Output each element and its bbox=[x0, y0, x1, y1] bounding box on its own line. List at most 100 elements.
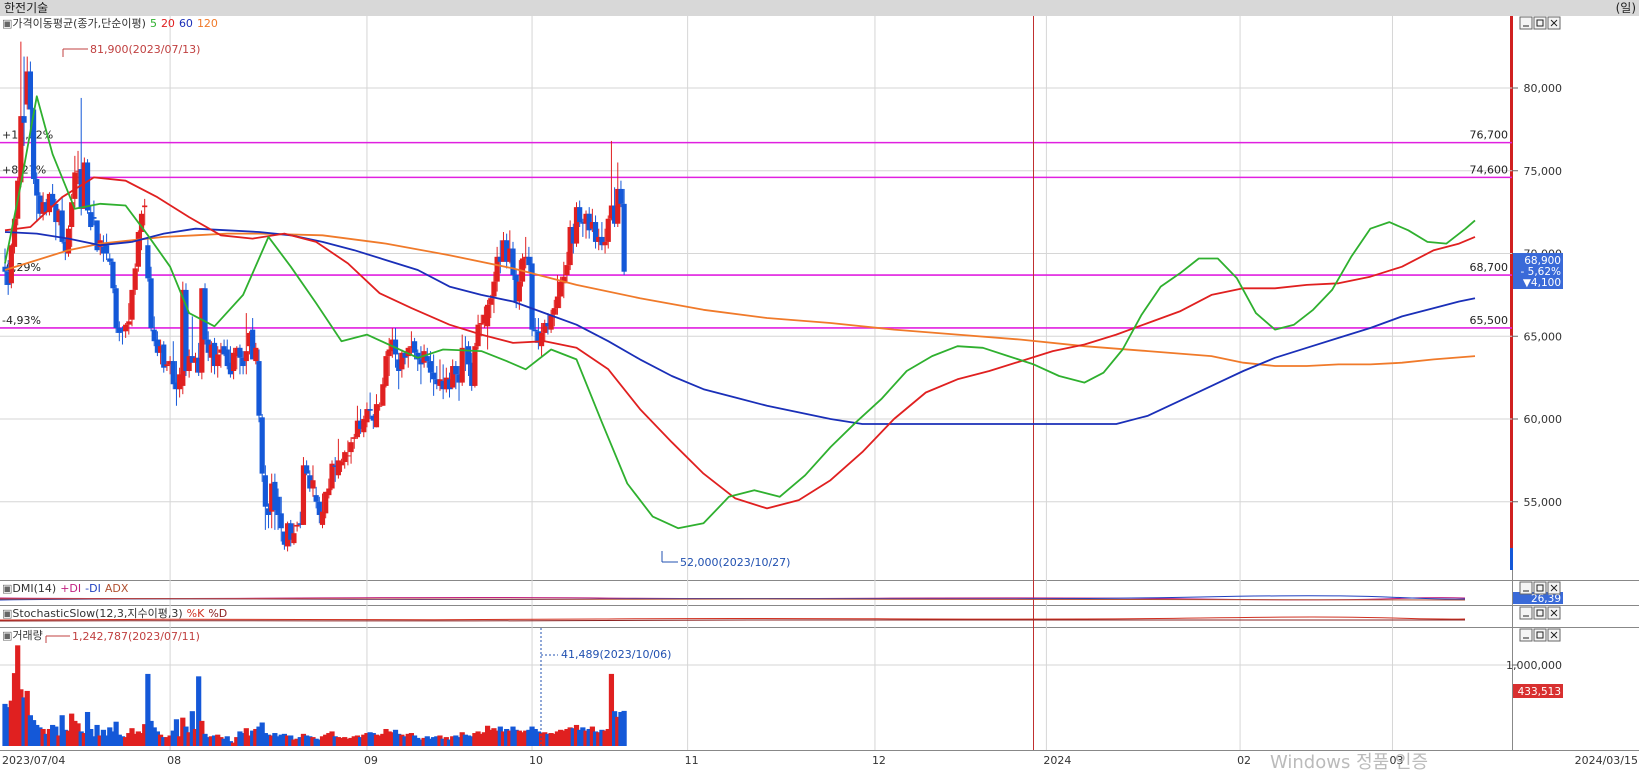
stoch-panel-close-button[interactable] bbox=[1547, 606, 1561, 620]
volume-bar bbox=[608, 673, 615, 746]
volume-bar bbox=[415, 737, 421, 746]
volume-bar bbox=[389, 732, 395, 746]
volume-bar bbox=[326, 733, 332, 746]
candle-body bbox=[472, 346, 478, 386]
candle-body bbox=[173, 382, 180, 390]
x-axis-ticks: 2023/07/04 08 09 10 11 12 2024 02 03 2024/03/15 bbox=[2, 754, 1638, 767]
volume-bar bbox=[364, 733, 370, 746]
candle-body bbox=[608, 205, 615, 219]
dmi-panel-close-button[interactable] bbox=[1547, 581, 1561, 595]
candle-body bbox=[450, 366, 456, 388]
volume-bar bbox=[453, 735, 459, 746]
volume-bar bbox=[157, 734, 164, 746]
volume-bar bbox=[46, 728, 53, 746]
stoch-panel-max-button[interactable] bbox=[1533, 606, 1547, 620]
volume-bar bbox=[589, 726, 595, 746]
candle-body bbox=[243, 351, 249, 362]
candle-body bbox=[37, 195, 43, 214]
volume-bar bbox=[218, 737, 224, 746]
volume-bar bbox=[538, 733, 545, 746]
candle-body bbox=[59, 210, 65, 242]
dmi-min-button-frame[interactable] bbox=[1519, 581, 1533, 595]
volume-panel-max-button[interactable] bbox=[1533, 628, 1547, 642]
candle-body bbox=[246, 332, 253, 347]
volume-bar bbox=[189, 711, 195, 746]
volume-bar bbox=[119, 736, 126, 746]
volume-bar bbox=[440, 738, 446, 746]
volume-bar bbox=[161, 737, 167, 746]
volume-min-button-frame[interactable] bbox=[1519, 628, 1533, 642]
volume-bar bbox=[342, 737, 348, 746]
price-panel-min-button[interactable] bbox=[1519, 16, 1533, 30]
candle-body bbox=[196, 357, 202, 373]
volume-bar bbox=[485, 725, 491, 746]
candle-body bbox=[542, 323, 548, 333]
dmi-lines bbox=[0, 595, 1466, 601]
price-panel-max-button[interactable] bbox=[1533, 16, 1547, 30]
volume-panel-min-button[interactable] bbox=[1519, 628, 1533, 642]
volume-max-button-frame[interactable] bbox=[1533, 628, 1547, 642]
candle-body bbox=[319, 511, 326, 525]
volume-bar bbox=[129, 728, 135, 746]
volume-bar bbox=[284, 735, 291, 746]
volume-bar bbox=[256, 726, 262, 746]
dmi-max-button-frame[interactable] bbox=[1533, 581, 1547, 595]
candle-body bbox=[110, 261, 116, 289]
candle-body bbox=[202, 288, 208, 340]
volume-bar bbox=[354, 735, 361, 746]
volume-high-annotation-text: 1,242,787(2023/07/11) bbox=[72, 630, 200, 643]
volume-bar bbox=[516, 730, 522, 746]
volume-bar bbox=[599, 729, 605, 746]
volume-bar bbox=[100, 729, 107, 746]
price-min-button-frame[interactable] bbox=[1519, 16, 1533, 30]
volume-legend-label: 거래량 bbox=[12, 629, 42, 642]
dmi-panel-min-button[interactable] bbox=[1519, 581, 1533, 595]
volume-bar bbox=[332, 736, 338, 746]
ma5-legend: 5 bbox=[150, 17, 157, 30]
volume-bar bbox=[11, 673, 18, 746]
volume-bar bbox=[431, 737, 437, 746]
candle-body bbox=[199, 288, 205, 373]
volume-bar bbox=[612, 711, 618, 746]
volume-bar bbox=[399, 734, 405, 746]
candle-body bbox=[18, 116, 24, 183]
candle-body bbox=[564, 265, 570, 276]
volume-panel-close-button[interactable] bbox=[1547, 628, 1561, 642]
volume-bar bbox=[8, 700, 14, 746]
volume-bar bbox=[602, 730, 608, 746]
candle-body bbox=[386, 349, 392, 357]
candle-body bbox=[50, 193, 56, 206]
volume-bar bbox=[443, 737, 449, 746]
volume-bar bbox=[281, 733, 287, 746]
x-tick-label-9: 2024/03/15 bbox=[1575, 754, 1638, 767]
candle-body bbox=[411, 341, 418, 353]
dmi-panel-max-button[interactable] bbox=[1533, 581, 1547, 595]
stoch-panel-min-button[interactable] bbox=[1519, 606, 1533, 620]
candle-body bbox=[443, 377, 449, 390]
candle-body bbox=[548, 314, 554, 330]
ma60-line bbox=[4, 227, 1476, 425]
volume-bar bbox=[421, 737, 427, 746]
candle-body bbox=[491, 281, 497, 297]
price-panel-close-button[interactable] bbox=[1547, 16, 1561, 30]
volume-bar bbox=[500, 731, 507, 746]
price-max-button-frame[interactable] bbox=[1533, 16, 1547, 30]
candle-body bbox=[554, 296, 561, 309]
volume-bars bbox=[2, 645, 627, 746]
candle-body bbox=[46, 193, 53, 213]
candle-body bbox=[510, 248, 516, 276]
volume-bar bbox=[30, 720, 37, 746]
stoch-max-button-frame[interactable] bbox=[1533, 606, 1547, 620]
stoch-min-button-frame[interactable] bbox=[1519, 606, 1533, 620]
candle-body bbox=[208, 344, 214, 358]
candle-body bbox=[446, 379, 453, 390]
candle-body bbox=[300, 465, 307, 525]
moving-averages bbox=[4, 95, 1476, 530]
volume-bar bbox=[278, 734, 284, 746]
volume-bar bbox=[580, 727, 586, 746]
candle-body bbox=[573, 207, 580, 244]
candle-body bbox=[218, 349, 224, 353]
candle-body bbox=[107, 258, 113, 262]
candle-body bbox=[250, 329, 256, 360]
low-annotation: 52,000(2023/10/27) bbox=[661, 551, 790, 569]
